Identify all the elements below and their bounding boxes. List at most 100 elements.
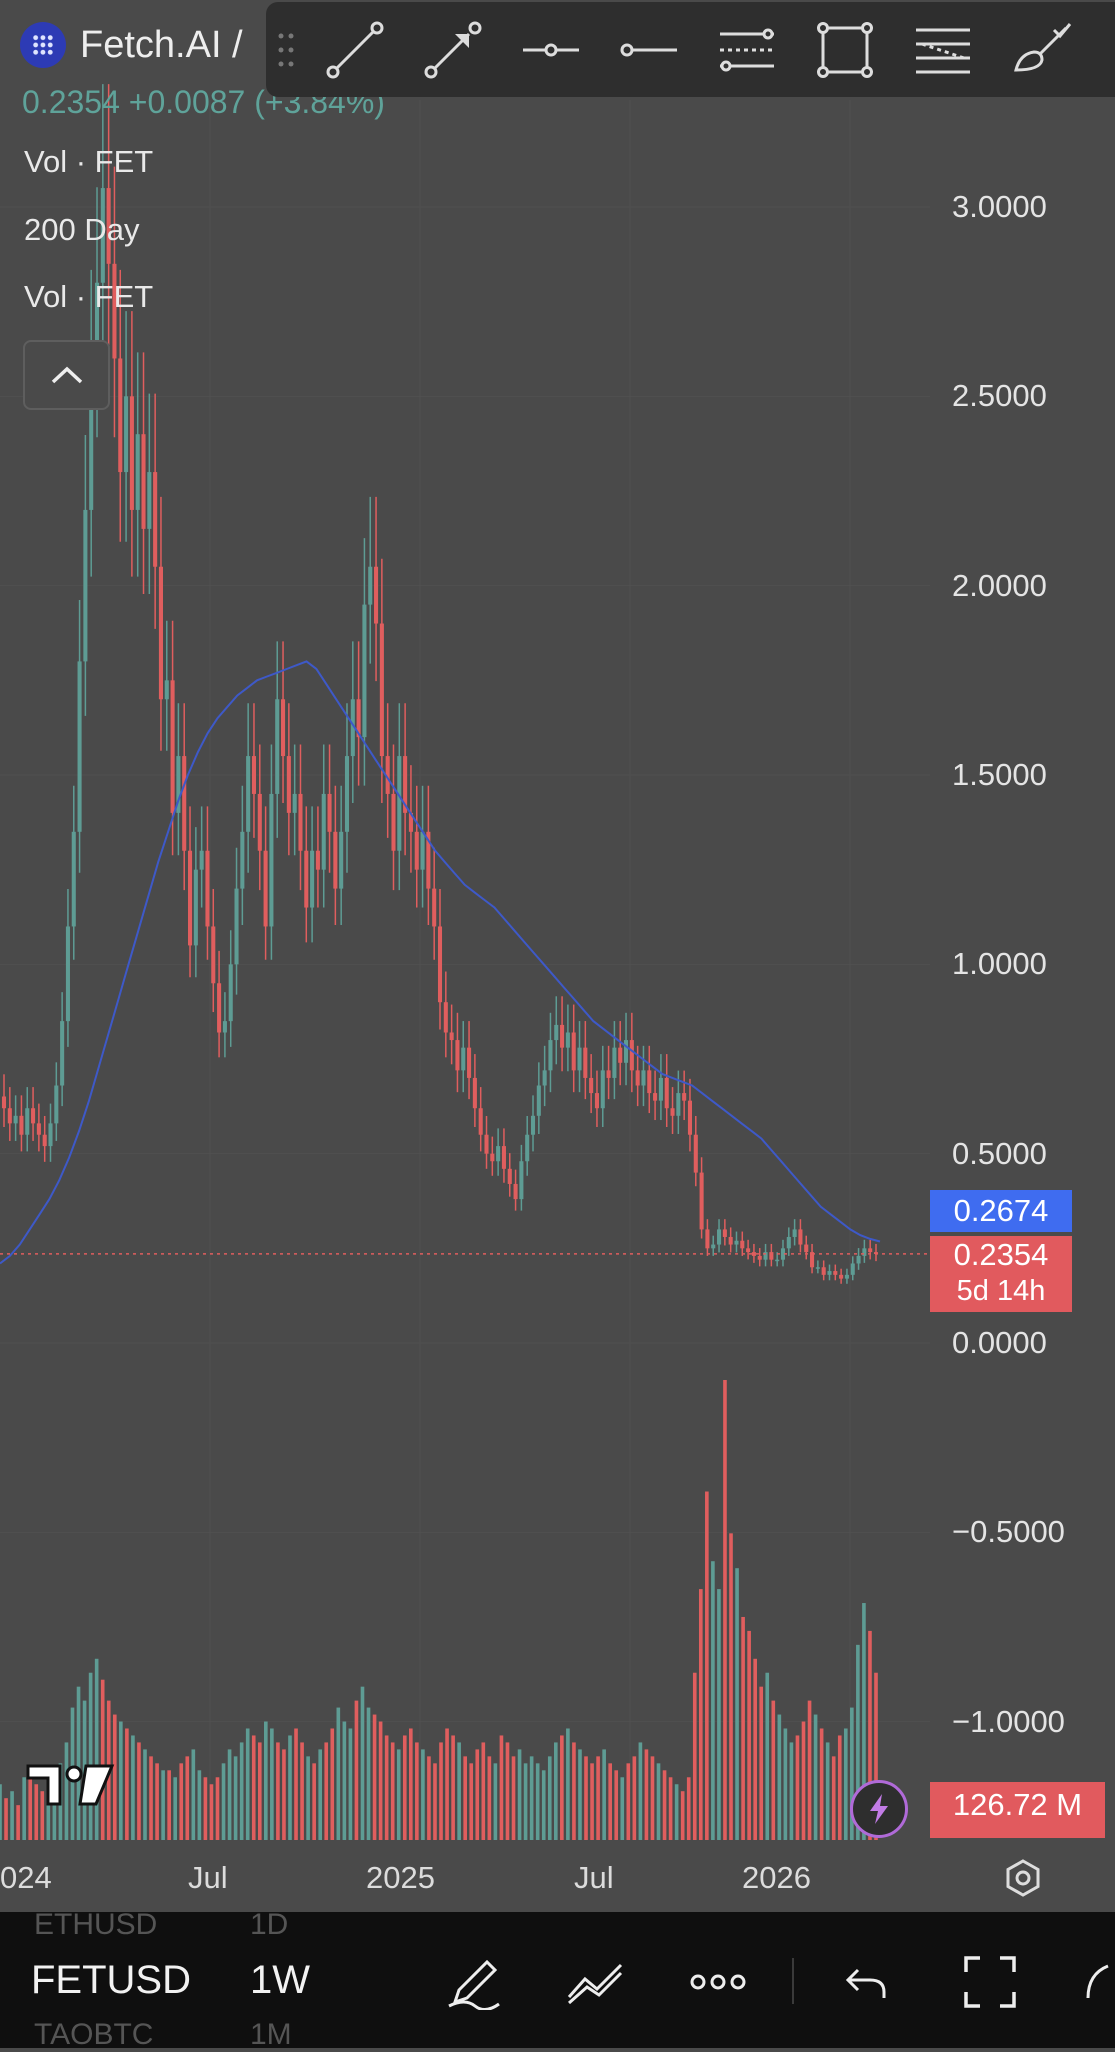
volume-bar — [119, 1721, 123, 1840]
volume-bar — [813, 1714, 818, 1840]
volume-bar — [167, 1770, 171, 1840]
candles — [1, 84, 879, 1284]
candle-body — [618, 1047, 623, 1063]
candle-body — [525, 1134, 530, 1162]
candle-body — [769, 1252, 774, 1260]
drawing-pen-icon[interactable] — [441, 1950, 505, 2014]
more-icon[interactable] — [686, 1950, 750, 2014]
volume-bar — [330, 1728, 335, 1840]
symbol-header[interactable]: Fetch.AI / — [20, 22, 243, 68]
candle-body — [124, 396, 129, 473]
horizontal-line-icon[interactable] — [600, 2, 698, 97]
volume-bar — [227, 1749, 232, 1840]
interval-picker[interactable]: 1W — [250, 1958, 310, 2002]
candle-body — [443, 1002, 448, 1033]
chart-grid — [0, 100, 930, 1840]
time-label-2: 2025 — [366, 1860, 435, 1895]
volume-bar — [396, 1749, 401, 1840]
volume-bar — [566, 1728, 570, 1840]
chevron-up-icon — [51, 366, 82, 384]
candle-body — [100, 188, 105, 283]
candle-body — [513, 1183, 518, 1200]
volume-bar — [0, 1784, 2, 1840]
arrow-line-icon[interactable] — [404, 2, 502, 97]
candle-body — [31, 1108, 36, 1124]
volume-bar — [342, 1721, 347, 1840]
volume-bar — [705, 1491, 709, 1840]
volume-bar — [850, 1707, 854, 1840]
fib-retracement-icon[interactable] — [894, 2, 992, 97]
bottom-bar — [0, 1912, 1115, 2048]
volume-bar — [22, 1777, 26, 1840]
candle-body — [286, 756, 291, 813]
volume-bar — [270, 1728, 274, 1840]
candle-body — [269, 793, 274, 927]
volume-bar — [735, 1568, 739, 1840]
volume-bar — [723, 1380, 727, 1840]
legend-volume-2[interactable]: Vol · FET — [24, 279, 154, 314]
candle-body — [60, 1021, 65, 1086]
undo-icon[interactable] — [834, 1950, 898, 2014]
partial-icon[interactable] — [1080, 1950, 1115, 2014]
volume-bar — [185, 1756, 190, 1840]
candle-body — [36, 1123, 41, 1135]
candle-body — [199, 850, 204, 870]
volume-bar — [572, 1742, 576, 1840]
ghost-symbol-above: ETHUSD — [34, 1908, 158, 1941]
volume-bar — [143, 1749, 147, 1840]
collapse-legend-button[interactable] — [23, 340, 110, 410]
price-chart[interactable] — [0, 0, 1115, 1912]
candle-body — [298, 793, 303, 851]
candle-body — [217, 983, 222, 1033]
candle-body — [455, 1040, 460, 1071]
candle-body — [205, 850, 210, 927]
fetch-ai-logo-icon — [20, 22, 66, 68]
indicator-icon[interactable] — [563, 1950, 627, 2014]
volume-bar — [759, 1686, 764, 1840]
candle-body — [705, 1229, 710, 1249]
legend-200-day[interactable]: 200 Day — [24, 212, 140, 247]
volume-bar — [656, 1763, 661, 1840]
chart-settings-icon[interactable] — [1003, 1858, 1043, 1903]
volume-bars — [0, 1380, 878, 1840]
drag-handle-icon[interactable] — [266, 2, 306, 97]
candle-body — [740, 1240, 745, 1249]
volume-bar — [717, 1589, 721, 1840]
trend-line-icon[interactable] — [306, 2, 404, 97]
volume-bar — [620, 1777, 625, 1840]
bottom-divider — [792, 1958, 794, 2004]
volume-bar — [771, 1700, 776, 1840]
candle-body — [344, 756, 350, 832]
horizontal-ray-icon[interactable] — [502, 2, 600, 97]
symbol-title: Fetch.AI / — [80, 23, 243, 66]
volume-bar — [753, 1658, 757, 1840]
brush-icon[interactable] — [992, 2, 1090, 97]
volume-bar — [4, 1798, 8, 1840]
candle-body — [176, 756, 181, 813]
volume-bar — [203, 1777, 208, 1840]
fullscreen-icon[interactable] — [958, 1950, 1022, 2014]
candle-body — [565, 1032, 570, 1048]
symbol-picker[interactable]: FETUSD — [31, 1958, 191, 2002]
price-axis-label: 1.0000 — [952, 946, 1047, 982]
candle-body — [519, 1161, 524, 1200]
lightning-icon[interactable] — [850, 1780, 908, 1838]
candle-body — [699, 1172, 704, 1230]
volume-bar — [221, 1763, 226, 1840]
volume-bar — [439, 1742, 443, 1840]
legend-volume[interactable]: Vol · FET — [24, 144, 154, 179]
volume-bar — [632, 1756, 637, 1840]
volume-bar — [795, 1735, 800, 1840]
rectangle-icon[interactable] — [796, 2, 894, 97]
parallel-channel-icon[interactable] — [698, 2, 796, 97]
volume-bar — [197, 1770, 202, 1840]
candle-body — [548, 1040, 553, 1071]
volume-bar — [131, 1735, 135, 1840]
bar-countdown: 5d 14h — [956, 1275, 1046, 1307]
volume-bar — [680, 1791, 685, 1840]
candle-body — [379, 623, 384, 757]
candle-body — [658, 1077, 663, 1101]
candle-body — [839, 1274, 844, 1279]
ghost-symbol-below: TAOBTC — [34, 2018, 154, 2051]
candle-body — [362, 604, 367, 738]
